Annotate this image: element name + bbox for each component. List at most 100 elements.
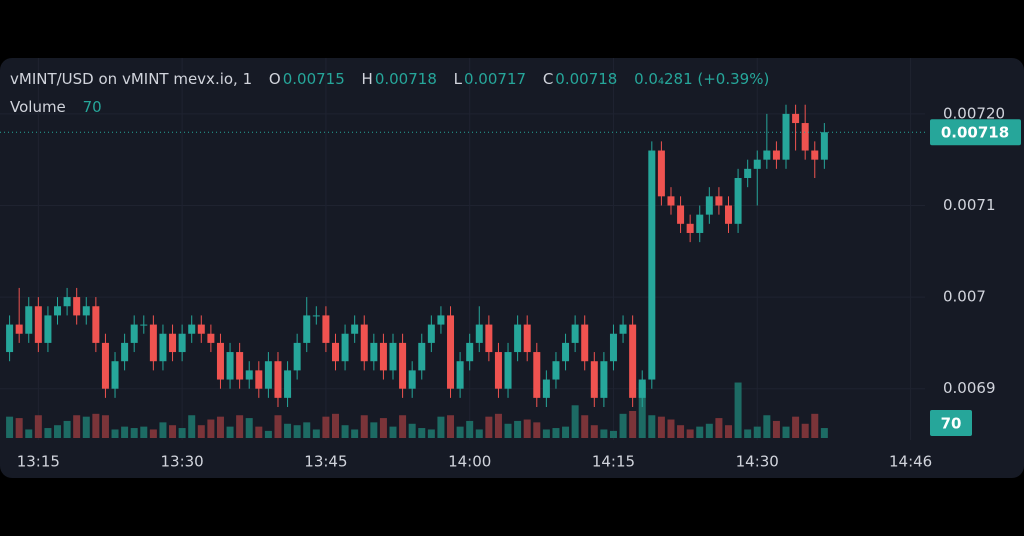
candle-body xyxy=(236,352,244,380)
ohlc-label: C xyxy=(542,70,554,88)
volume-bar xyxy=(763,415,771,438)
candle-body xyxy=(609,333,617,362)
ohlc-value: 0.00717 xyxy=(464,70,527,88)
candle-body xyxy=(782,113,790,160)
candle-body xyxy=(130,324,138,343)
candle-body xyxy=(360,324,368,362)
volume-bar xyxy=(149,429,157,438)
volume-bar xyxy=(197,425,205,438)
volume-bar xyxy=(418,428,426,438)
x-tick-label: 13:30 xyxy=(161,453,204,471)
candle-body xyxy=(514,324,522,353)
volume-bar xyxy=(6,416,14,438)
last-price-label: 0.00718 xyxy=(941,124,1009,142)
volume-bar xyxy=(216,416,224,438)
volume-bar xyxy=(590,425,598,438)
volume-bar xyxy=(705,423,713,438)
volume-bar xyxy=(44,428,52,438)
last-price-tag xyxy=(930,119,1021,146)
candle-body xyxy=(101,342,109,389)
candle-body xyxy=(485,324,493,353)
volume-bar xyxy=(696,426,704,438)
volume-bar xyxy=(293,425,301,438)
candle-body xyxy=(216,342,224,380)
candle-body xyxy=(667,196,675,206)
candle-body xyxy=(811,150,819,160)
candle-body xyxy=(370,342,378,362)
volume-label: Volume xyxy=(10,98,66,116)
candle-body xyxy=(149,324,157,362)
candle-body xyxy=(140,324,148,326)
candle-body xyxy=(274,361,282,398)
volume-value: 70 xyxy=(82,98,102,116)
ohlc-label: O xyxy=(268,70,281,88)
volume-bar xyxy=(811,413,819,438)
candle-body xyxy=(418,342,426,371)
candle-body xyxy=(801,123,809,151)
volume-bar xyxy=(130,428,138,438)
volume-bar xyxy=(63,420,71,438)
candle-body xyxy=(437,315,445,325)
candle-body xyxy=(121,342,129,362)
x-tick-label: 13:15 xyxy=(17,453,60,471)
ohlc-label: H xyxy=(361,70,373,88)
volume-bar xyxy=(542,429,550,438)
volume-bar xyxy=(370,422,378,438)
candle-body xyxy=(341,333,349,362)
candle-body xyxy=(25,306,33,334)
candle-body xyxy=(303,315,311,343)
volume-bar xyxy=(245,418,253,438)
candle-body xyxy=(523,324,531,353)
volume-bar xyxy=(226,426,234,438)
candle-body xyxy=(696,214,704,233)
axes: 0.0069 0.007 0.0071 0.00720 13:15 13:30 13:45 1… xyxy=(0,104,1021,471)
candle-body xyxy=(562,342,570,362)
candle-body xyxy=(542,379,550,398)
panel xyxy=(0,58,1024,478)
volume-tag xyxy=(930,410,972,436)
volume-bar xyxy=(351,429,359,438)
candle-body xyxy=(494,352,502,389)
candle-body xyxy=(188,324,196,334)
candle-body xyxy=(111,361,119,389)
volume-bar xyxy=(782,426,790,438)
volume-bar xyxy=(466,420,474,438)
candle-body xyxy=(54,306,62,316)
candle-body xyxy=(92,306,100,343)
candle-body xyxy=(312,315,320,317)
candle-body xyxy=(226,352,234,380)
candle-body xyxy=(169,333,177,353)
volume-bar xyxy=(188,415,196,438)
volume-bar xyxy=(169,425,177,438)
volume-bar xyxy=(753,426,761,438)
candle-body xyxy=(255,370,263,389)
volume-bar xyxy=(581,415,589,438)
volume-bar xyxy=(657,416,665,438)
volume-layer xyxy=(6,382,828,438)
candle-body xyxy=(571,324,579,343)
volume-tag-label: 70 xyxy=(941,415,962,433)
volume-bar xyxy=(734,382,742,438)
candle-body xyxy=(724,205,732,224)
volume-bar xyxy=(447,415,455,438)
candle-body xyxy=(379,342,387,371)
volume-bar xyxy=(236,415,244,438)
volume-bar xyxy=(772,420,780,438)
candle-body xyxy=(159,333,167,362)
volume-bar xyxy=(360,415,368,438)
volume-bar xyxy=(408,423,416,438)
y-tick-label: 0.0069 xyxy=(943,379,996,397)
volume-bar xyxy=(456,426,464,438)
volume-bar xyxy=(312,429,320,438)
candle-body xyxy=(6,324,14,353)
volume-bar xyxy=(101,415,109,438)
volume-bar xyxy=(255,426,263,438)
candle-body xyxy=(734,178,742,224)
volume-bar xyxy=(389,426,397,438)
volume-bar xyxy=(437,416,445,438)
candle-body xyxy=(792,113,800,124)
candle-body xyxy=(638,379,646,398)
candle-body xyxy=(475,324,483,343)
candle-body xyxy=(677,205,685,224)
